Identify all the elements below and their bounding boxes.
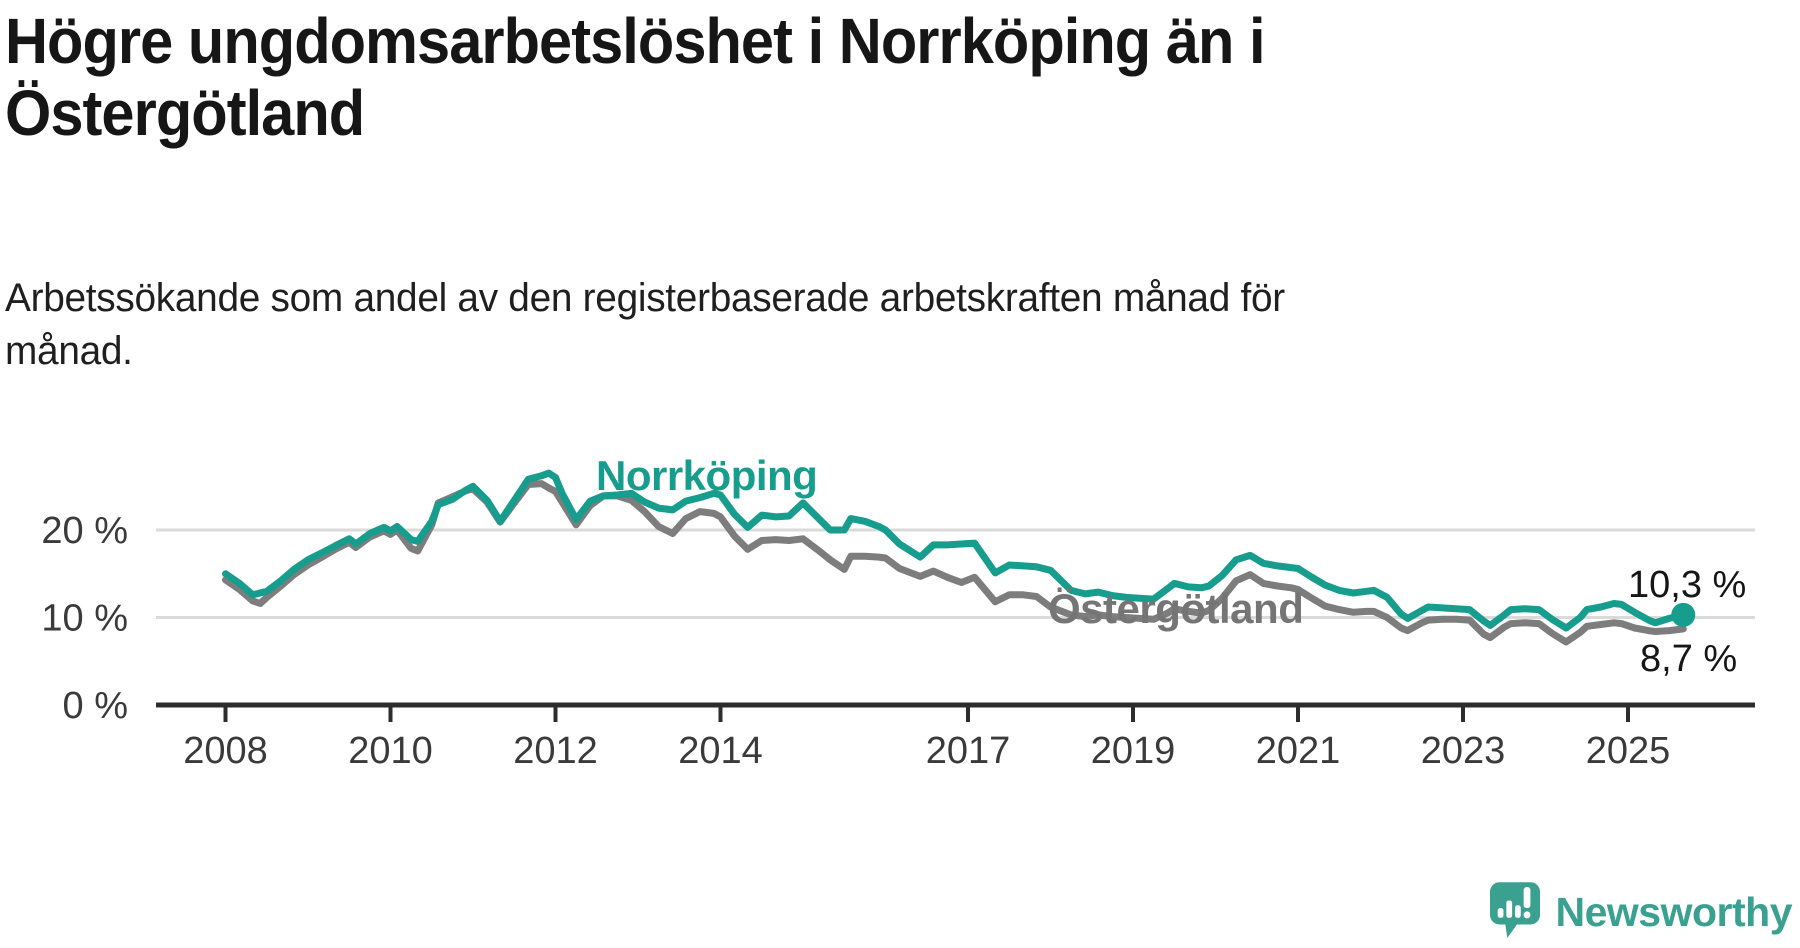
- newsworthy-logo-text: Newsworthy: [1555, 888, 1793, 935]
- x-axis-tick-label: 2012: [513, 730, 598, 772]
- end-point-dot: [1671, 602, 1696, 627]
- y-axis-tick-label: 0 %: [63, 685, 128, 727]
- y-axis-tick-label: 20 %: [41, 510, 128, 552]
- x-axis-tick-label: 2021: [1256, 730, 1341, 772]
- x-axis-tick-label: 2017: [926, 730, 1011, 772]
- x-axis-tick-label: 2010: [348, 730, 433, 772]
- newsworthy-logo-icon: [1489, 882, 1540, 938]
- y-axis-tick-label: 10 %: [41, 598, 128, 640]
- chart-title: Högre ungdomsarbetslöshet i Norrköping ä…: [5, 5, 1266, 149]
- newsworthy-logo[interactable]: Newsworthy: [1489, 882, 1793, 942]
- chart-subtitle-line-1: Arbetssökande som andel av den registerb…: [5, 276, 1285, 320]
- x-axis-tick-label: 2008: [183, 730, 268, 772]
- chart-subtitle-line-2: månad.: [5, 328, 133, 373]
- end-value-label-norrkoping: 10,3 %: [1628, 564, 1747, 606]
- series-line-norrköping: [222, 469, 1687, 632]
- x-axis-tick-label: 2014: [678, 730, 763, 772]
- series-label-norrkoping: Norrköping: [596, 452, 818, 499]
- chart-title-line-2: Östergötland: [5, 76, 365, 149]
- series-label-ostergotland: Östergötland: [1048, 585, 1304, 632]
- x-axis-tick-label: 2019: [1091, 730, 1176, 772]
- x-axis-tick-label: 2023: [1421, 730, 1506, 772]
- x-axis-tick-label: 2025: [1586, 730, 1671, 772]
- chart-title-line-1: Högre ungdomsarbetslöshet i Norrköping ä…: [5, 5, 1266, 77]
- chart-subtitle: Arbetssökande som andel av den registerb…: [5, 272, 1285, 378]
- end-value-label-ostergotland: 8,7 %: [1640, 638, 1738, 680]
